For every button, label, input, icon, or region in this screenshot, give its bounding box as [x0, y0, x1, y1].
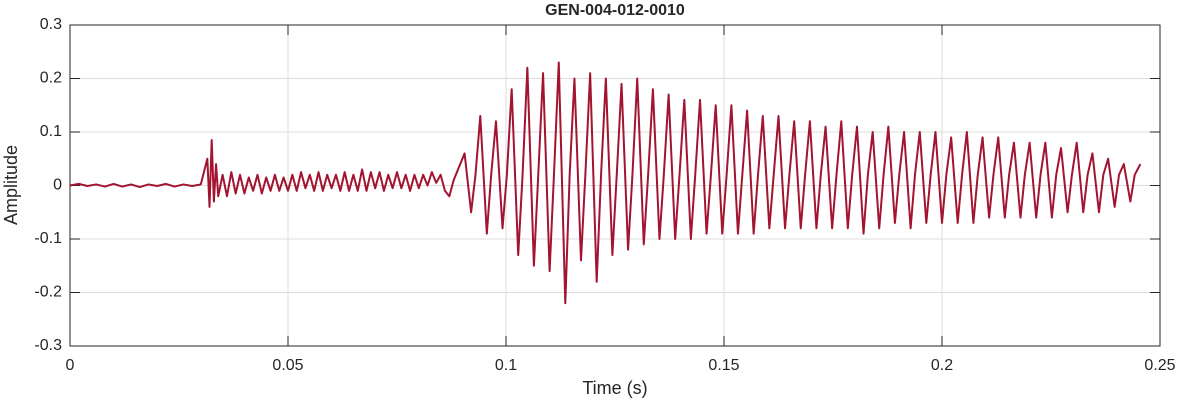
y-tick-label: 0.3 — [40, 16, 62, 33]
x-tick-label: 0.2 — [931, 357, 953, 374]
y-tick-label: -0.3 — [34, 337, 62, 354]
y-tick-label: 0.2 — [40, 70, 62, 87]
y-tick-label: 0.1 — [40, 123, 62, 140]
y-tick-label: 0 — [53, 177, 62, 194]
x-tick-label: 0 — [66, 357, 75, 374]
y-tick-label: -0.1 — [34, 230, 62, 247]
x-tick-label: 0.05 — [272, 357, 303, 374]
waveform-line — [69, 61, 1142, 305]
x-tick-label: 0.15 — [708, 357, 739, 374]
x-axis-label: Time (s) — [582, 378, 647, 398]
y-axis-label: Amplitude — [1, 145, 21, 225]
x-tick-label: 0.1 — [495, 357, 517, 374]
plot-frame — [69, 24, 1161, 347]
x-tick-label: 0.25 — [1144, 357, 1175, 374]
chart-title: GEN-004-012-0010 — [545, 2, 685, 19]
y-tick-label: -0.2 — [34, 284, 62, 301]
